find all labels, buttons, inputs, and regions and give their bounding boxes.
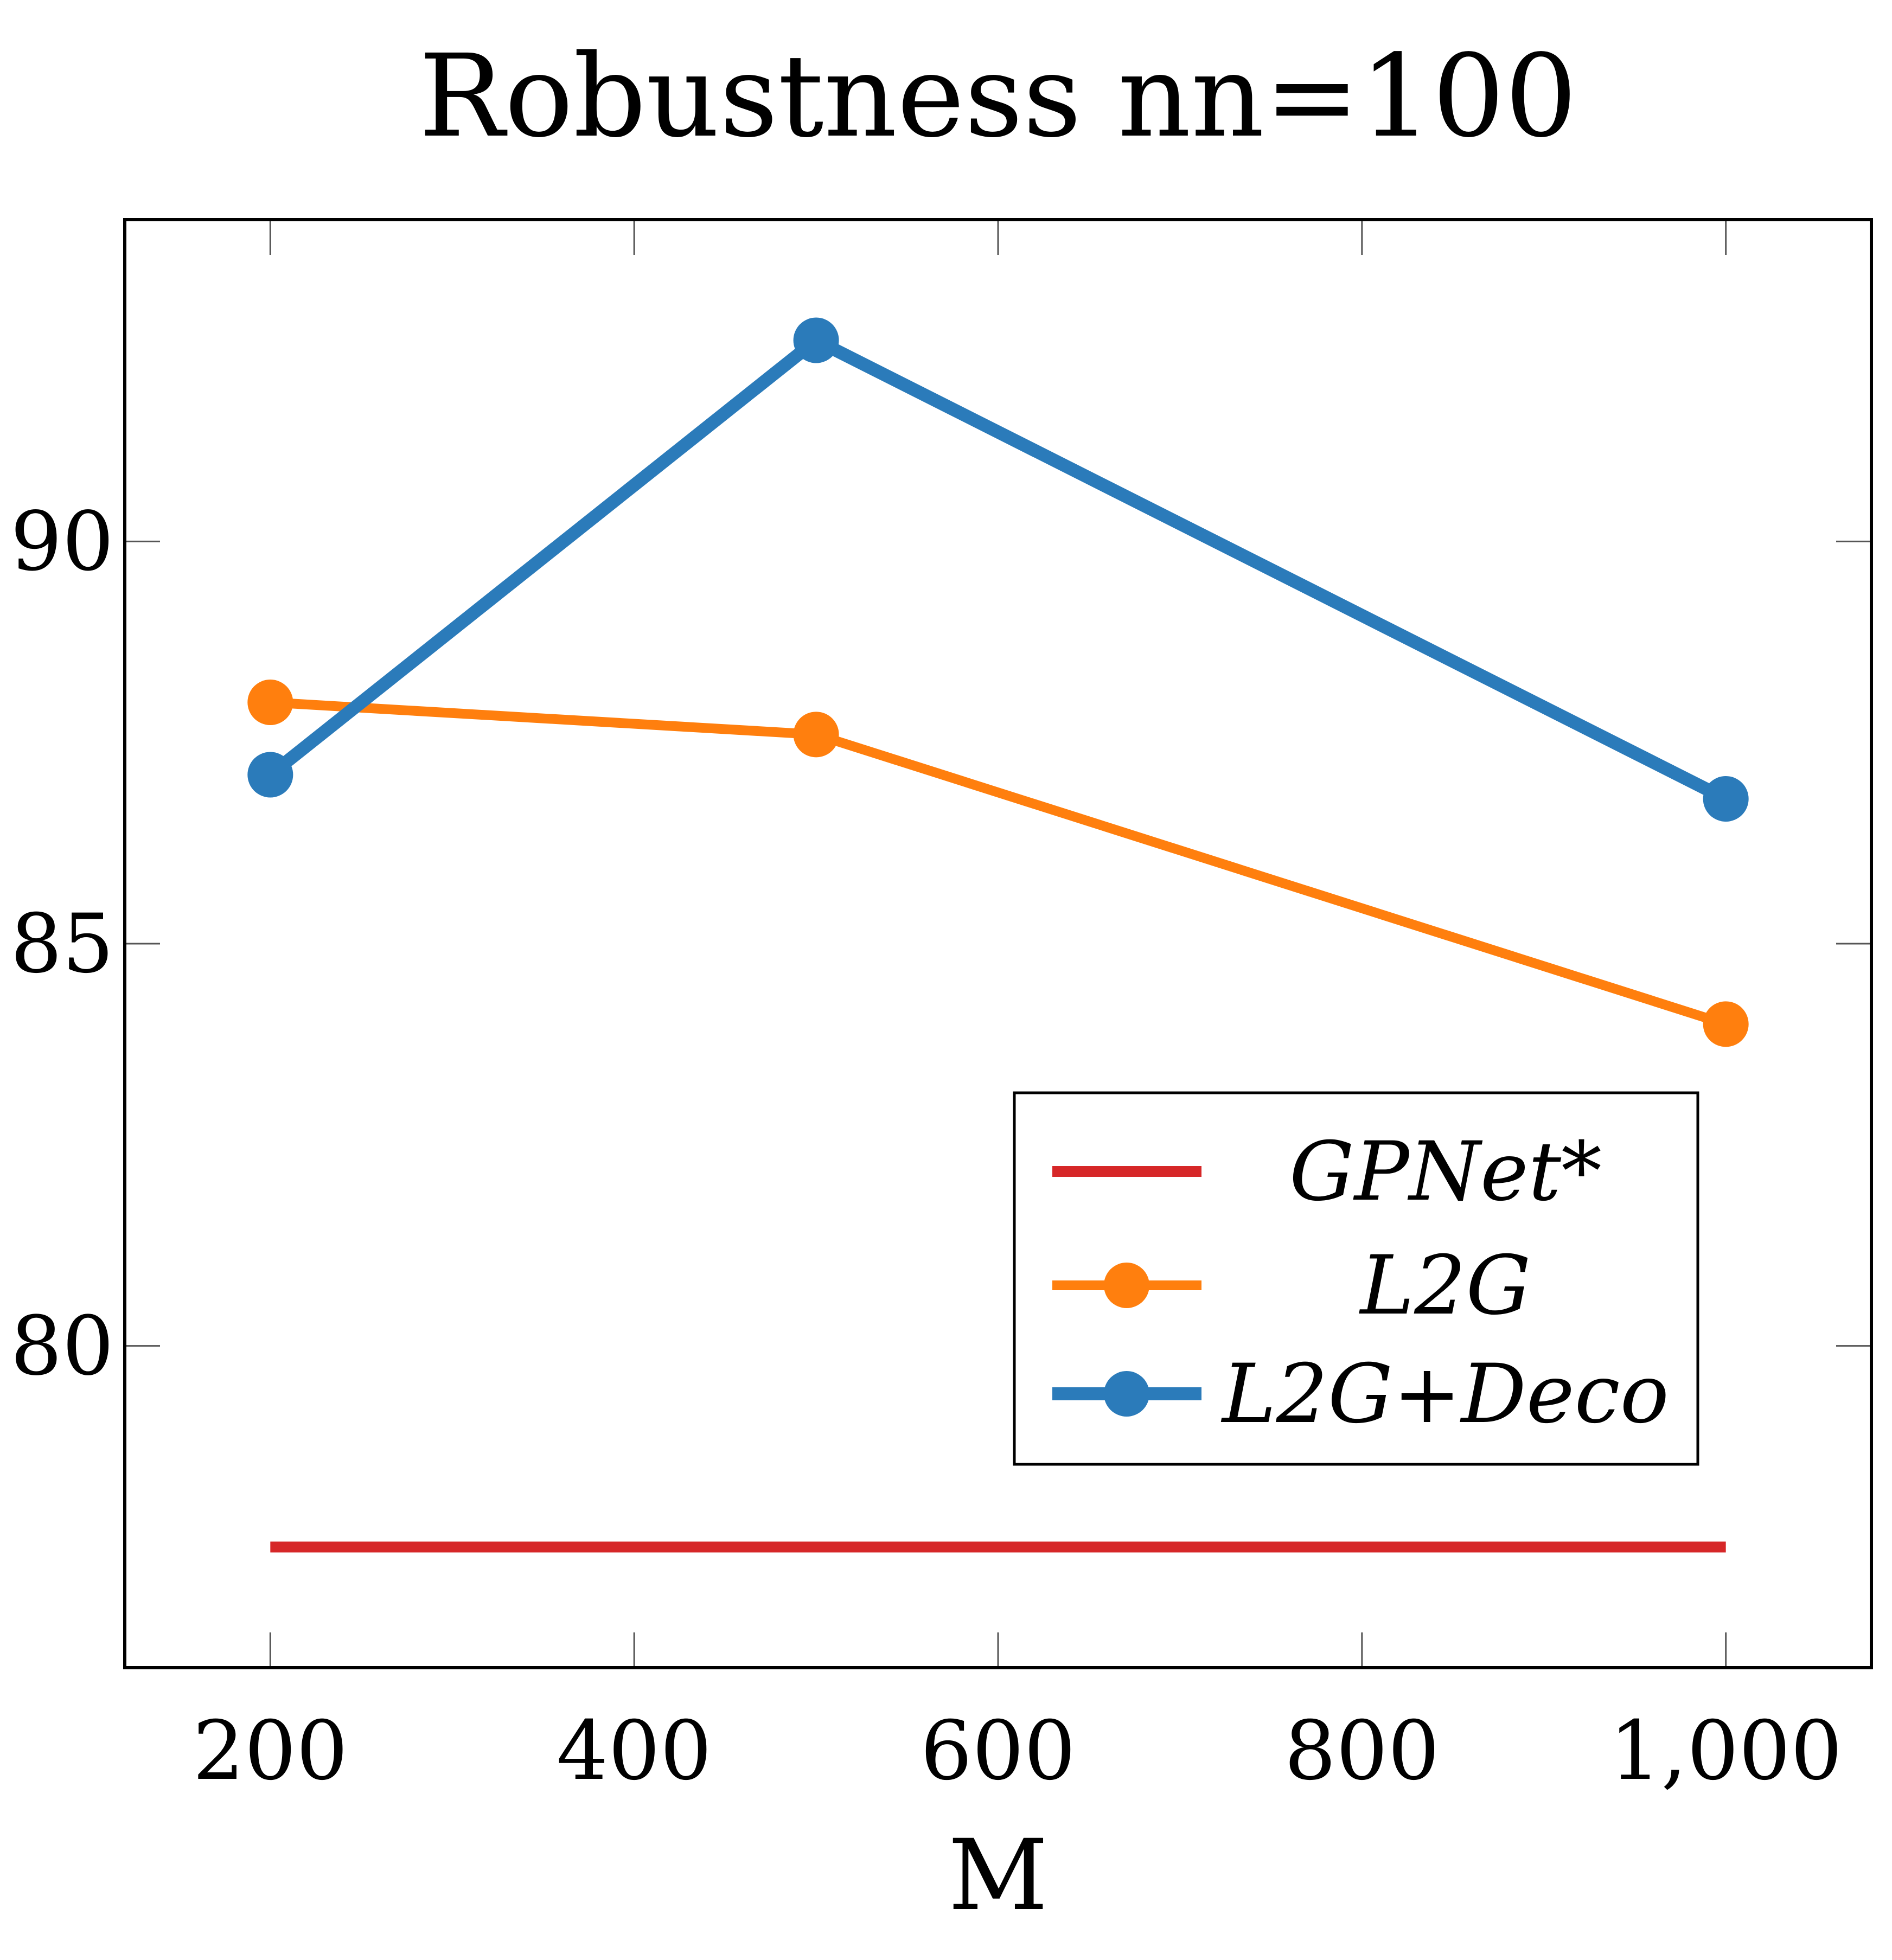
legend-item-l2g-deco: L2G+Deco	[1052, 1347, 1669, 1442]
data-point-l2g-deco	[793, 317, 839, 363]
chart-title: Robustness nn=100	[419, 30, 1577, 163]
series-line-l2g-deco	[266, 334, 1729, 805]
legend: GPNet* L2G L2G+Deco	[1013, 1091, 1699, 1466]
data-point-l2g	[247, 680, 293, 725]
x-tick-label: 800	[1284, 1704, 1440, 1798]
x-tick-label: 600	[921, 1704, 1076, 1798]
axis-ticks	[125, 220, 1871, 1668]
plot-frame	[123, 218, 1873, 1669]
legend-label: GPNet*	[1289, 1125, 1602, 1219]
x-tick-label: 400	[557, 1704, 712, 1798]
data-point-l2g	[793, 712, 839, 758]
series-l2g-deco	[247, 317, 1749, 822]
legend-item-gpnet: GPNet*	[1052, 1125, 1602, 1219]
legend-swatch-marker	[1104, 1371, 1149, 1417]
plot-series	[247, 317, 1749, 1553]
x-axis-label: M	[948, 1819, 1048, 1932]
y-tick-label: 90	[10, 495, 114, 589]
data-point-l2g	[1703, 1001, 1749, 1047]
legend-item-l2g: L2G	[1052, 1239, 1531, 1333]
y-tick-label: 85	[10, 897, 114, 991]
x-tick-label: 200	[193, 1704, 348, 1798]
y-tick-label: 80	[10, 1299, 114, 1394]
data-point-l2g-deco	[247, 752, 293, 798]
legend-label: L2G	[1359, 1239, 1531, 1333]
x-tick-label: 1,000	[1609, 1704, 1842, 1798]
y-tick-labels: 80 85 90	[10, 495, 114, 1393]
series-l2g	[247, 680, 1749, 1047]
x-tick-labels: 200 400 600 800 1,000	[193, 1704, 1842, 1798]
series-line-l2g	[270, 697, 1728, 1029]
legend-swatch-marker	[1104, 1263, 1149, 1308]
data-point-l2g-deco	[1703, 776, 1749, 822]
legend-label: L2G+Deco	[1220, 1347, 1669, 1442]
